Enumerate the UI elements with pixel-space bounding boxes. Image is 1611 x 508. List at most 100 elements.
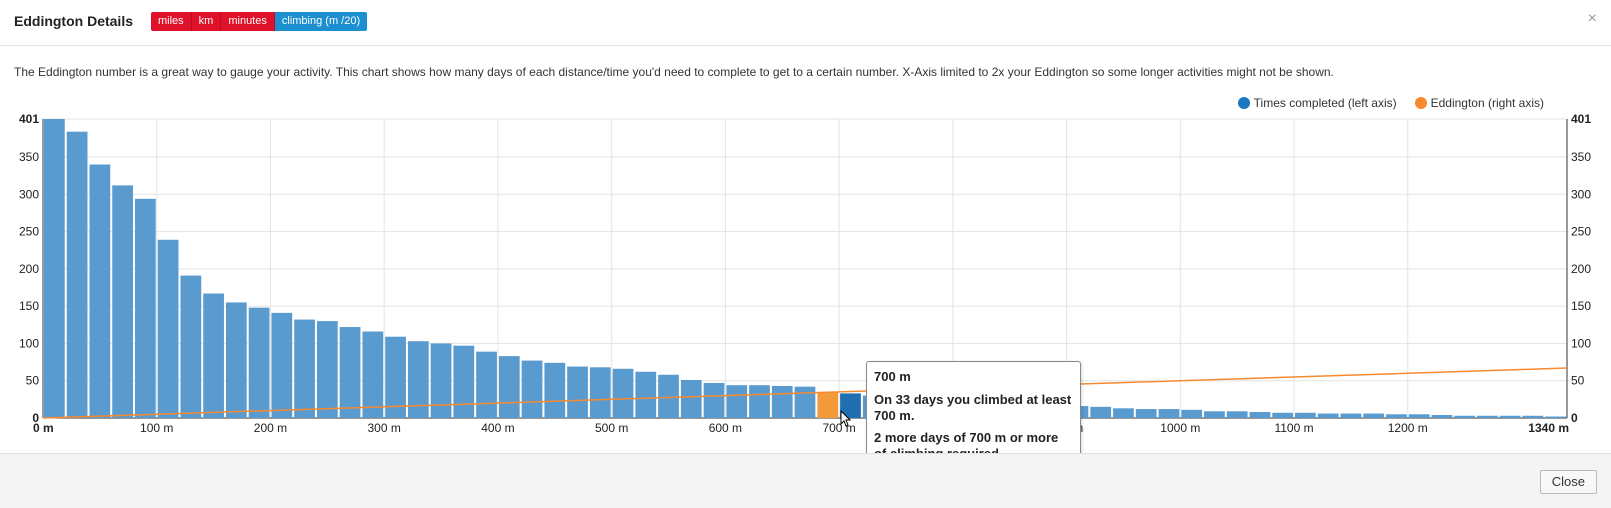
tab-miles[interactable]: miles (151, 12, 192, 31)
chart-bar (544, 362, 566, 418)
tooltip-line-1: On 33 days you climbed at least 700 m. (874, 392, 1072, 423)
chart-bar (112, 185, 133, 418)
tab-km[interactable]: km (191, 12, 222, 31)
chart-bar (658, 374, 679, 418)
y-tick-label-right: 350 (1571, 150, 1591, 164)
chart-bar (1545, 416, 1566, 418)
close-button[interactable]: Close (1539, 470, 1597, 494)
legend-dot-blue-icon (1237, 97, 1250, 109)
chart-bar (680, 379, 702, 418)
chart-bar (203, 293, 224, 418)
chart-bar (1204, 411, 1225, 418)
y-tick-label-left: 0 (32, 411, 39, 425)
y-tick-label-right: 300 (1571, 187, 1591, 201)
chart-bar (1272, 412, 1294, 418)
x-tick-label: 200 m (254, 421, 287, 435)
chart-bar (1090, 406, 1112, 418)
chart-bar (134, 198, 156, 418)
x-tick-label: 600 m (709, 421, 742, 435)
y-tick-label-right: 100 (1571, 336, 1591, 350)
y-tick-label-right: 50 (1571, 374, 1585, 388)
chart-bar (180, 275, 202, 418)
unit-tabs: miles km minutes climbing (m /20) (151, 12, 368, 31)
chart-bar (271, 312, 293, 418)
chart-bar (294, 319, 315, 418)
chart-bar (1249, 412, 1271, 418)
chart-bar (521, 360, 543, 418)
y-tick-label-left: 401 (19, 112, 39, 126)
chart-tooltip: 700 m On 33 days you climbed at least 70… (866, 361, 1081, 462)
legend-dot-orange-icon (1414, 97, 1427, 109)
y-tick-label-left: 350 (19, 150, 39, 164)
y-tick-label-right: 250 (1571, 225, 1591, 239)
legend-item-times-completed[interactable]: Times completed (left axis) (1237, 96, 1397, 110)
x-tick-label: 100 m (140, 421, 173, 435)
legend-item-eddington[interactable]: Eddington (right axis) (1414, 96, 1544, 110)
y-tick-label-right: 200 (1571, 262, 1591, 276)
chart-bar (1477, 415, 1498, 418)
chart-bar (453, 345, 475, 418)
chart-bar (1386, 414, 1407, 418)
y-tick-label-right: 150 (1571, 299, 1591, 313)
chart-bar (703, 382, 725, 418)
chart-bar (362, 331, 384, 418)
y-tick-label-left: 250 (19, 225, 39, 239)
x-tick-label: 1100 m (1274, 421, 1313, 435)
chart-bar (1158, 409, 1180, 418)
chart-bar (1431, 415, 1453, 418)
chart-bar (1340, 413, 1362, 418)
eddington-line (42, 367, 1568, 419)
y-tick-label-right: 401 (1571, 112, 1591, 126)
dialog-title: Eddington Details (14, 13, 133, 29)
dialog-footer: Close (0, 453, 1611, 508)
tab-minutes[interactable]: minutes (221, 12, 275, 31)
x-tick-label: 0 m (33, 421, 54, 435)
x-tick-label: 500 m (595, 421, 628, 435)
chart-bar (817, 391, 839, 418)
chart-bar (66, 131, 88, 418)
chart-bar (589, 367, 611, 418)
chart-bar (1317, 413, 1339, 418)
chart-bar (1499, 415, 1521, 418)
chart-bar (225, 302, 247, 418)
x-tick-label: 700 m (822, 421, 855, 435)
x-tick-label: 1340 m (1528, 421, 1569, 435)
chart-bar (1113, 408, 1134, 418)
legend-label-times-completed: Times completed (left axis) (1253, 96, 1397, 110)
chart-legend: Times completed (left axis) Eddington (r… (1237, 96, 1544, 110)
chart-bar (316, 321, 338, 418)
chart-bar (89, 164, 111, 418)
close-icon[interactable]: × (1587, 10, 1597, 27)
chart-bar (44, 119, 65, 418)
x-tick-label: 1000 m (1160, 421, 1200, 435)
x-tick-label: 300 m (368, 421, 401, 435)
chart-bar (567, 366, 588, 418)
x-tick-label: 400 m (481, 421, 514, 435)
eddington-chart: 0 0 50 50 100 100 150 150 200 200 250 250 300 300 350 3… (19, 112, 1591, 435)
chart-bar (385, 336, 406, 418)
y-tick-label-left: 300 (19, 187, 39, 201)
chart-bar (1363, 413, 1385, 418)
chart-bar (771, 385, 793, 418)
chart-bar (1408, 414, 1430, 418)
y-tick-label-left: 100 (19, 336, 39, 350)
chart-bar (1454, 415, 1476, 418)
chart-bar (1295, 412, 1316, 418)
chart-bar (476, 351, 497, 418)
chart-bar (840, 393, 861, 418)
chart-bar (157, 239, 179, 418)
chart-bar (726, 385, 748, 418)
chart-bar (749, 385, 770, 418)
mouse-cursor-icon (840, 409, 852, 427)
dialog-header: Eddington Details miles km minutes climb… (0, 0, 1611, 46)
y-tick-label-left: 150 (19, 299, 39, 313)
x-tick-label: 1200 m (1388, 421, 1428, 435)
chart-bar (612, 368, 634, 418)
chart-bar (430, 343, 452, 418)
y-tick-label-left: 50 (26, 374, 40, 388)
description-text: The Eddington number is a great way to g… (14, 65, 1334, 79)
chart-bar (1181, 409, 1203, 418)
chart-bar (794, 386, 816, 418)
tooltip-title: 700 m (874, 369, 911, 384)
tab-climbing[interactable]: climbing (m /20) (274, 12, 368, 31)
